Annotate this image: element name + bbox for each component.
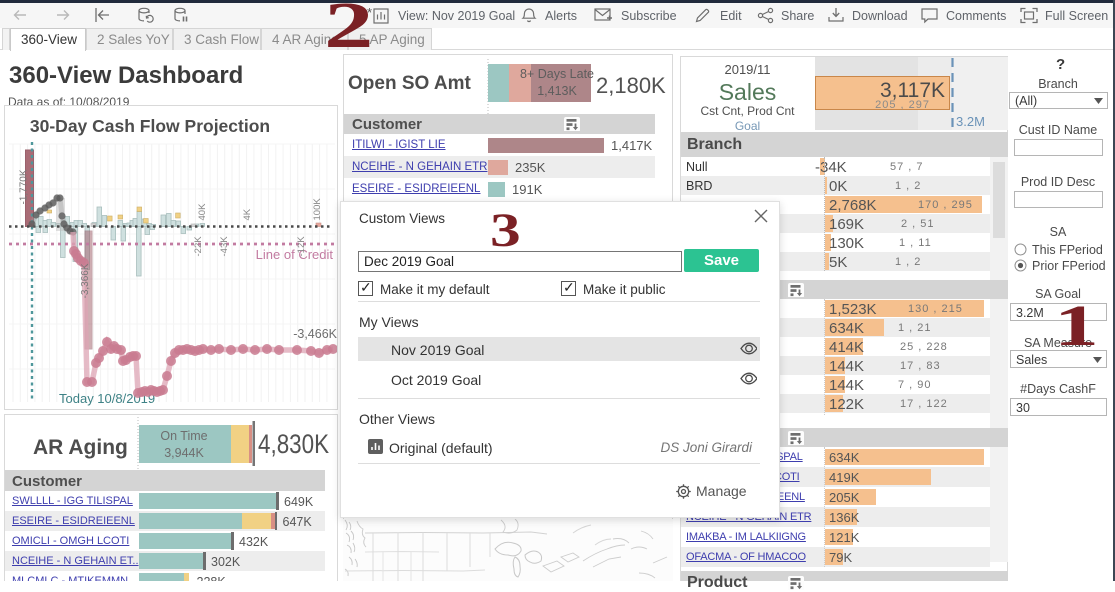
svg-text:4K: 4K <box>242 208 253 220</box>
svg-text:On Time: On Time <box>160 429 207 443</box>
svg-text:-3,466K: -3,466K <box>293 327 337 341</box>
svg-text:3,944K: 3,944K <box>164 446 204 460</box>
svg-text:40K: 40K <box>197 203 208 221</box>
svg-text:Today 10/8/2019: Today 10/8/2019 <box>59 391 155 406</box>
svg-text:-22K: -22K <box>193 236 204 257</box>
svg-text:-3,366K: -3,366K <box>80 263 91 298</box>
svg-text:-1,770K: -1,770K <box>19 169 30 204</box>
svg-text:1,413K: 1,413K <box>537 84 577 98</box>
svg-text:8+ Days Late: 8+ Days Late <box>520 67 594 81</box>
svg-text:Line of Credit: Line of Credit <box>256 247 334 262</box>
svg-text:-43K: -43K <box>219 236 230 257</box>
svg-text:100K: 100K <box>312 198 323 221</box>
svg-text:-12K: -12K <box>296 236 307 257</box>
